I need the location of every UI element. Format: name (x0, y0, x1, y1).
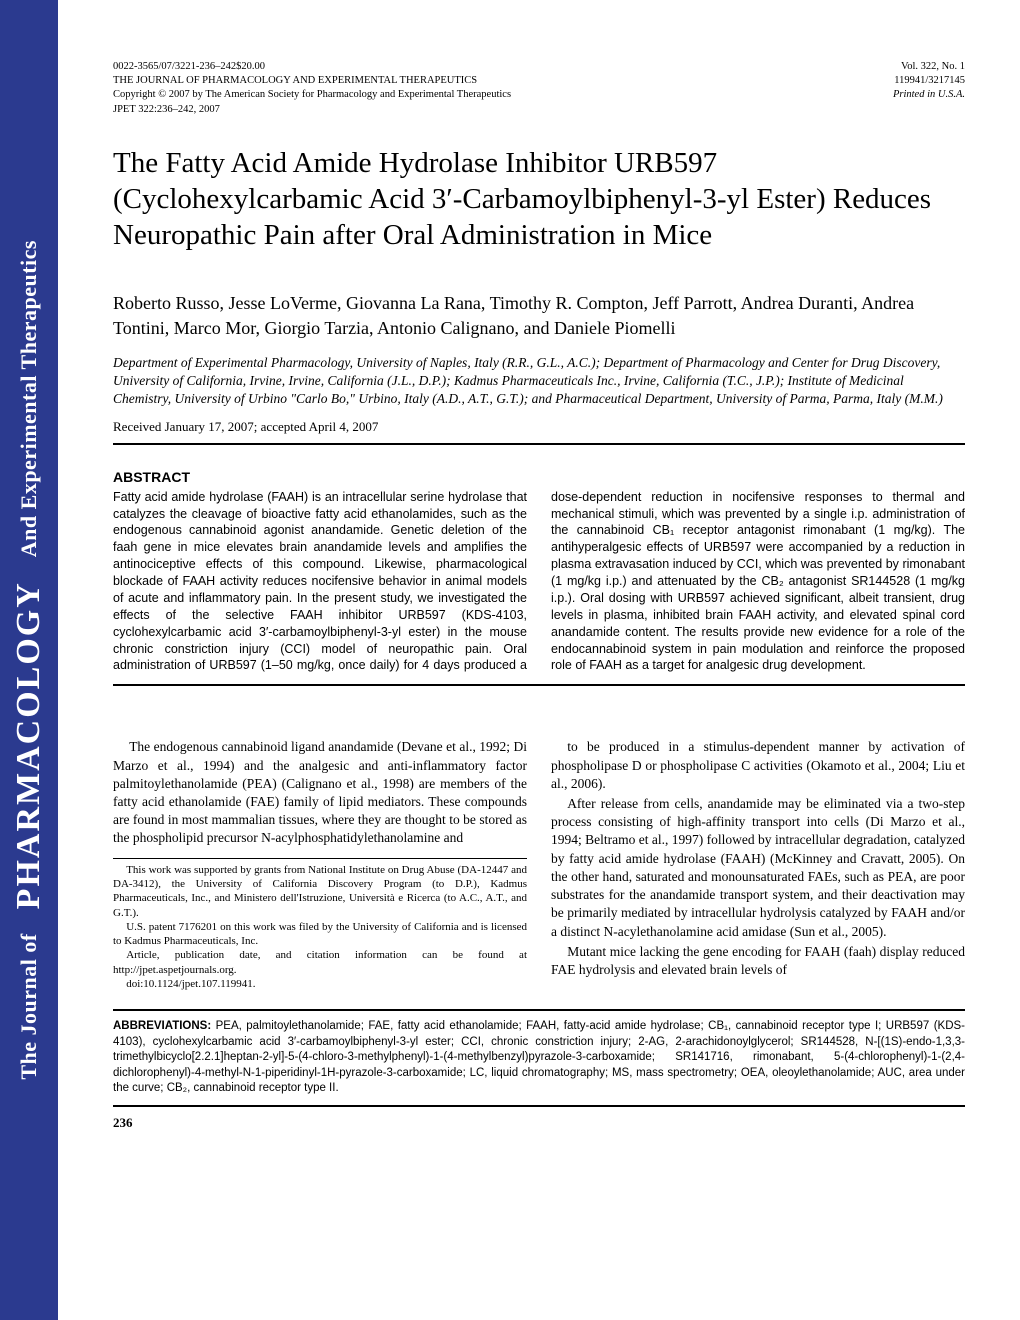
printed-line: Printed in U.S.A. (893, 88, 965, 102)
journal-sidebar: The Journal of PHARMACOLOGY And Experime… (0, 0, 58, 1320)
body-columns: The endogenous cannabinoid ligand ananda… (113, 738, 965, 991)
abstract-label: ABSTRACT (113, 469, 965, 485)
page-number: 236 (113, 1115, 965, 1131)
abbreviations-text: PEA, palmitoylethanolamide; FAE, fatty a… (113, 1020, 965, 1094)
journal-name-line: THE JOURNAL OF PHARMACOLOGY AND EXPERIME… (113, 74, 511, 88)
page-content: 0022-3565/07/3221-236–242$20.00 THE JOUR… (58, 0, 1020, 1320)
abstract-block: ABSTRACT Fatty acid amide hydrolase (FAA… (113, 469, 965, 675)
body-paragraph-2: to be produced in a stimulus-dependent m… (551, 738, 965, 793)
footnote-3: Article, publication date, and citation … (113, 948, 527, 977)
volume-line: Vol. 322, No. 1 (893, 60, 965, 74)
article-title: The Fatty Acid Amide Hydrolase Inhibitor… (113, 145, 965, 254)
body-paragraph-3: After release from cells, anandamide may… (551, 795, 965, 941)
received-dates: Received January 17, 2007; accepted Apri… (113, 419, 965, 435)
header-meta: 0022-3565/07/3221-236–242$20.00 THE JOUR… (113, 60, 965, 117)
abbreviations-box: ABBREVIATIONS: PEA, palmitoylethanolamid… (113, 1009, 965, 1107)
footnote-4: doi:10.1124/jpet.107.119941. (113, 977, 527, 991)
sidebar-suffix: And Experimental Therapeutics (16, 240, 41, 557)
sidebar-main: PHARMACOLOGY (10, 581, 47, 909)
sidebar-prefix: The Journal of (16, 933, 41, 1079)
affiliations: Department of Experimental Pharmacology,… (113, 354, 965, 409)
copyright-line: Copyright © 2007 by The American Society… (113, 88, 511, 102)
abbreviations-label: ABBREVIATIONS: (113, 1020, 211, 1032)
body-paragraph-1: The endogenous cannabinoid ligand ananda… (113, 738, 527, 847)
id-line: 119941/3217145 (893, 74, 965, 88)
abstract-text: Fatty acid amide hydrolase (FAAH) is an … (113, 489, 965, 675)
header-right: Vol. 322, No. 1 119941/3217145 Printed i… (893, 60, 965, 117)
header-left: 0022-3565/07/3221-236–242$20.00 THE JOUR… (113, 60, 511, 117)
rule-top (113, 443, 965, 445)
rule-bottom (113, 684, 965, 686)
issn-line: 0022-3565/07/3221-236–242$20.00 (113, 60, 511, 74)
citation-line: JPET 322:236–242, 2007 (113, 103, 511, 117)
footnotes: This work was supported by grants from N… (113, 858, 527, 992)
body-paragraph-4: Mutant mice lacking the gene encoding fo… (551, 943, 965, 979)
journal-sidebar-text: The Journal of PHARMACOLOGY And Experime… (10, 240, 48, 1080)
authors: Roberto Russo, Jesse LoVerme, Giovanna L… (113, 291, 965, 340)
footnote-2: U.S. patent 7176201 on this work was fil… (113, 920, 527, 949)
footnote-1: This work was supported by grants from N… (113, 863, 527, 920)
